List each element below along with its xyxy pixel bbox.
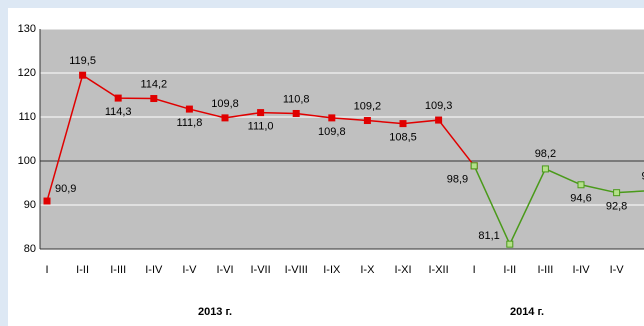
marker [399, 120, 407, 128]
x-tick-label: I-VII [251, 264, 271, 276]
marker [185, 105, 193, 113]
marker [470, 162, 478, 170]
marker [541, 165, 549, 173]
marker [114, 94, 122, 102]
x-tick-label: I-II [76, 264, 89, 276]
marker [150, 95, 158, 103]
y-tick-label: 90 [24, 199, 36, 211]
data-label: 114,3 [105, 106, 132, 118]
group-label: 2013 г. [198, 306, 232, 318]
data-label: 94,6 [570, 193, 591, 205]
data-label: 114,2 [140, 78, 167, 90]
data-label: 93,3 [641, 170, 644, 182]
data-label: 81,1 [478, 230, 499, 242]
marker [43, 197, 51, 205]
data-label: 119,5 [69, 55, 96, 67]
x-tick-label: I-XI [394, 264, 411, 276]
data-label: 109,2 [354, 100, 382, 112]
data-label: 109,8 [318, 126, 346, 138]
x-tick-label: I-VIII [285, 264, 308, 276]
marker [363, 117, 371, 125]
y-tick-label: 120 [18, 67, 36, 79]
x-tick-label: I-III [537, 264, 553, 276]
marker [221, 114, 229, 122]
marker [435, 116, 443, 124]
data-label: 109,3 [425, 100, 453, 112]
data-label: 92,8 [606, 201, 627, 213]
y-tick-label: 80 [24, 243, 36, 255]
x-tick-label: I-II [503, 264, 516, 276]
x-tick-label: I-VI [216, 264, 233, 276]
marker [292, 109, 300, 117]
x-tick-label: I-V [182, 264, 197, 276]
data-label: 98,2 [535, 148, 556, 160]
x-tick-label: I-IV [145, 264, 163, 276]
data-label: 111,8 [176, 117, 202, 129]
data-label: 109,8 [211, 98, 239, 110]
x-tick-label: I-V [610, 264, 625, 276]
x-tick-label: I [45, 264, 48, 276]
data-label: 98,9 [447, 174, 468, 186]
x-tick-label: I-III [110, 264, 126, 276]
group-label: 2014 г. [510, 306, 544, 318]
x-tick-label: I-IX [323, 264, 341, 276]
x-tick-label: I [473, 264, 476, 276]
data-label: 110,8 [283, 93, 310, 105]
x-tick-label: I-IV [572, 264, 590, 276]
x-tick-label: I-X [360, 264, 375, 276]
data-label: 111,0 [248, 121, 274, 133]
marker [577, 181, 585, 189]
y-tick-label: 100 [18, 155, 36, 167]
y-tick-label: 110 [18, 111, 36, 123]
data-label: 90,9 [55, 183, 76, 195]
x-tick-label: I-XII [429, 264, 449, 276]
y-tick-label: 130 [18, 23, 36, 35]
data-label: 108,5 [389, 132, 417, 144]
plot-area [40, 29, 644, 249]
marker [328, 114, 336, 122]
marker [257, 109, 265, 117]
marker [506, 240, 514, 248]
series-line [473, 165, 644, 246]
marker [79, 71, 87, 79]
marker [613, 189, 621, 197]
